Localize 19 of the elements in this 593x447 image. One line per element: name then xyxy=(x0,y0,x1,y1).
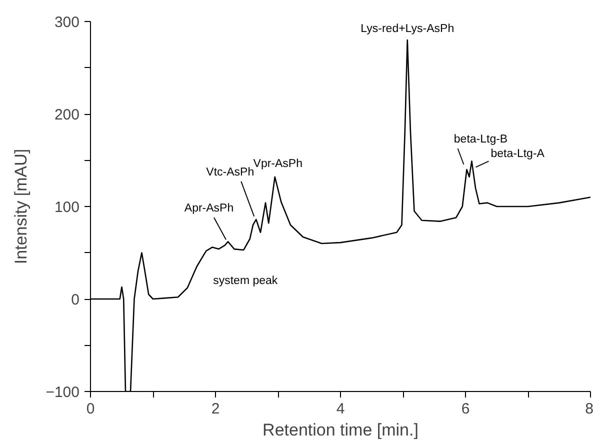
x-tick-label: 6 xyxy=(461,400,470,418)
annotation: system peak xyxy=(213,275,278,288)
annotation: Vtc-AsPh xyxy=(206,166,254,178)
x-tick-label: 2 xyxy=(211,400,220,418)
y-tick-label: 100 xyxy=(54,199,80,216)
annotation: beta-Ltg-B xyxy=(454,134,508,146)
y-tick-label: 300 xyxy=(54,14,80,31)
annotation: Apr-AsPh xyxy=(184,202,234,215)
y-axis-title: Intensity [mAU] xyxy=(12,148,31,264)
x-axis-title: Retention time [min.] xyxy=(262,420,418,440)
y-tick-label: 200 xyxy=(54,106,80,124)
y-tick-label: 0 xyxy=(71,292,80,308)
annotation: beta-Ltg-A xyxy=(490,148,545,160)
y-tick-label: −100 xyxy=(46,384,80,401)
annotation: Vpr-AsPh xyxy=(253,158,302,170)
x-tick-label: 0 xyxy=(86,400,95,418)
x-tick-label: 8 xyxy=(585,400,593,418)
annotation: Lys-red+Lys-AsPh xyxy=(360,23,454,35)
x-tick-label: 4 xyxy=(336,400,345,418)
